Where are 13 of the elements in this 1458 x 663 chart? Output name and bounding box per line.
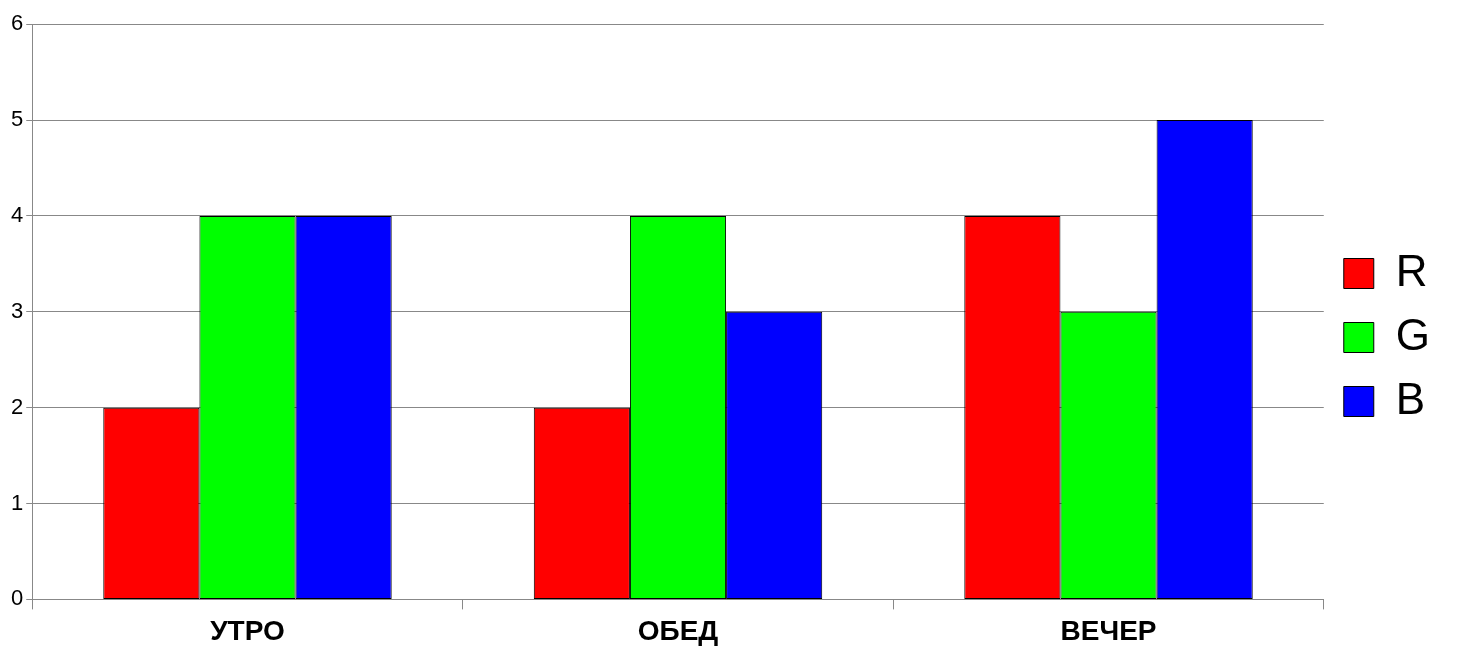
y-tick-label: 0 (10, 585, 24, 611)
y-tick-label: 5 (10, 106, 24, 132)
y-tick-label: 2 (10, 393, 24, 419)
x-tick-label: ОБЕД (637, 614, 719, 646)
y-tick-label: 6 (10, 10, 24, 36)
x-tick-label: УТРО (210, 614, 285, 646)
legend-label: R (1395, 245, 1428, 295)
legend-label: B (1395, 373, 1426, 423)
y-tick-label: 4 (10, 202, 24, 227)
x-tick-label: ВЕЧЕР (1060, 614, 1157, 646)
y-tick-label: 3 (10, 297, 24, 323)
y-tick-label: 1 (10, 489, 24, 515)
legend-label: G (1395, 309, 1431, 359)
